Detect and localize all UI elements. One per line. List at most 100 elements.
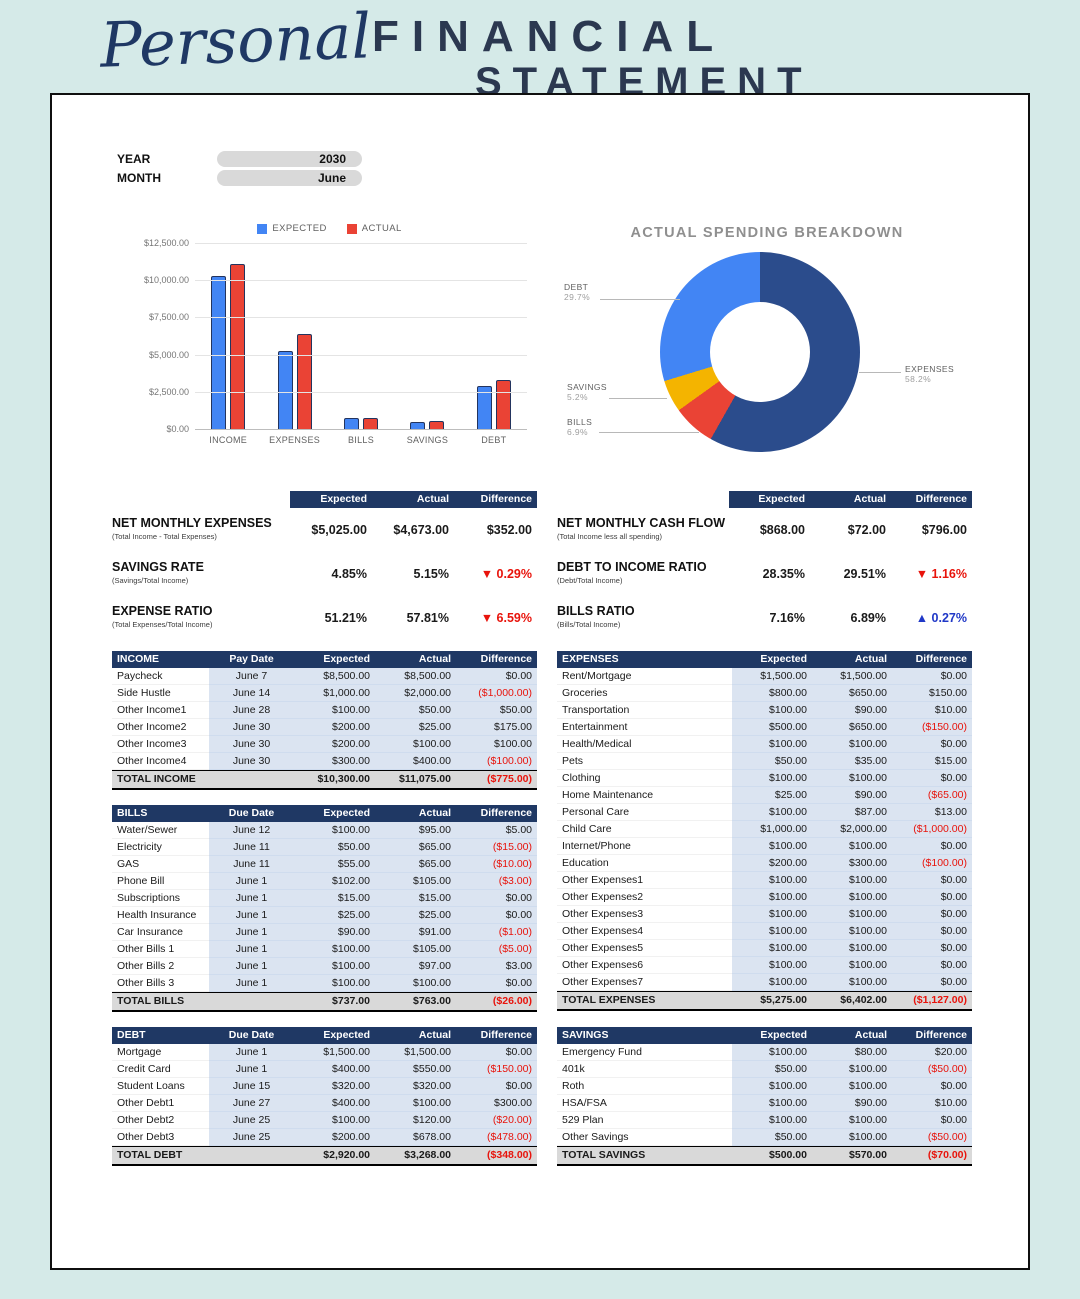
table-cell[interactable]: $120.00 [375,1112,456,1129]
table-cell[interactable]: $200.00 [294,1129,375,1146]
table-cell[interactable]: June 1 [209,1044,294,1061]
table-cell[interactable]: Car Insurance [112,924,209,941]
table-cell[interactable]: Other Income3 [112,736,209,753]
table-cell[interactable]: $0.00 [892,872,972,889]
table-cell[interactable]: $400.00 [375,753,456,770]
table-cell[interactable]: $100.00 [812,889,892,906]
table-cell[interactable]: $0.00 [456,1078,537,1095]
table-cell[interactable]: $0.00 [892,736,972,753]
table-cell[interactable]: $200.00 [294,719,375,736]
table-cell[interactable]: Other Bills 3 [112,975,209,992]
table-cell[interactable]: $100.00 [732,906,812,923]
table-cell[interactable]: June 1 [209,873,294,890]
table-cell[interactable]: $35.00 [812,753,892,770]
table-cell[interactable]: Pets [557,753,732,770]
table-cell[interactable]: June 14 [209,685,294,702]
table-cell[interactable]: $100.00 [812,974,892,991]
table-cell[interactable]: $100.00 [294,1112,375,1129]
table-cell[interactable]: $1,000.00 [732,821,812,838]
table-cell[interactable]: $15.00 [892,753,972,770]
table-cell[interactable]: $1,000.00 [294,685,375,702]
table-cell[interactable]: $102.00 [294,873,375,890]
table-cell[interactable]: June 30 [209,736,294,753]
table-cell[interactable]: $100.00 [812,957,892,974]
table-cell[interactable]: $100.00 [812,1112,892,1129]
table-cell[interactable]: $500.00 [732,719,812,736]
table-cell[interactable]: Mortgage [112,1044,209,1061]
table-cell[interactable]: $100.00 [812,872,892,889]
table-cell[interactable]: Education [557,855,732,872]
table-cell[interactable]: Other Debt3 [112,1129,209,1146]
table-cell[interactable]: Student Loans [112,1078,209,1095]
table-cell[interactable]: $3.00 [456,958,537,975]
table-cell[interactable]: June 28 [209,702,294,719]
table-cell[interactable]: $100.00 [294,958,375,975]
table-cell[interactable]: June 25 [209,1112,294,1129]
table-cell[interactable]: Entertainment [557,719,732,736]
table-cell[interactable]: $100.00 [294,822,375,839]
table-cell[interactable]: June 12 [209,822,294,839]
table-cell[interactable]: June 11 [209,839,294,856]
table-cell[interactable]: Other Expenses7 [557,974,732,991]
table-cell[interactable]: June 30 [209,719,294,736]
table-cell[interactable]: Subscriptions [112,890,209,907]
table-cell[interactable]: June 27 [209,1095,294,1112]
table-cell[interactable]: $100.00 [732,1044,812,1061]
table-cell[interactable]: June 30 [209,753,294,770]
table-cell[interactable]: $150.00 [892,685,972,702]
table-cell[interactable]: $95.00 [375,822,456,839]
table-cell[interactable]: June 1 [209,907,294,924]
table-cell[interactable]: $0.00 [892,1112,972,1129]
table-cell[interactable]: $25.00 [294,907,375,924]
table-cell[interactable]: $25.00 [732,787,812,804]
table-cell[interactable]: $2,000.00 [812,821,892,838]
table-cell[interactable]: June 1 [209,941,294,958]
table-cell[interactable]: $100.00 [732,872,812,889]
table-cell[interactable]: $10.00 [892,702,972,719]
table-cell[interactable]: ($15.00) [456,839,537,856]
table-cell[interactable]: $25.00 [375,719,456,736]
table-cell[interactable]: $100.00 [812,1061,892,1078]
table-cell[interactable]: $100.00 [732,1112,812,1129]
table-cell[interactable]: Other Expenses6 [557,957,732,974]
table-cell[interactable]: $87.00 [812,804,892,821]
table-cell[interactable]: $105.00 [375,873,456,890]
table-cell[interactable]: Groceries [557,685,732,702]
table-cell[interactable]: June 15 [209,1078,294,1095]
table-cell[interactable]: $100.00 [732,1095,812,1112]
table-cell[interactable]: $55.00 [294,856,375,873]
table-cell[interactable]: $0.00 [892,940,972,957]
table-cell[interactable]: Clothing [557,770,732,787]
table-cell[interactable]: $100.00 [812,736,892,753]
table-cell[interactable]: ($100.00) [456,753,537,770]
table-cell[interactable]: June 25 [209,1129,294,1146]
table-cell[interactable]: Transportation [557,702,732,719]
table-cell[interactable]: HSA/FSA [557,1095,732,1112]
table-cell[interactable]: June 1 [209,958,294,975]
table-cell[interactable]: $650.00 [812,719,892,736]
table-cell[interactable]: $0.00 [892,770,972,787]
table-cell[interactable]: $50.00 [732,1129,812,1146]
table-cell[interactable]: Paycheck [112,668,209,685]
table-cell[interactable]: $200.00 [732,855,812,872]
table-cell[interactable]: $100.00 [732,974,812,991]
table-cell[interactable]: $50.00 [732,1061,812,1078]
table-cell[interactable]: Health/Medical [557,736,732,753]
table-cell[interactable]: June 1 [209,975,294,992]
table-cell[interactable]: $100.00 [732,736,812,753]
table-cell[interactable]: Other Bills 1 [112,941,209,958]
table-cell[interactable]: $320.00 [294,1078,375,1095]
table-cell[interactable]: $100.00 [812,940,892,957]
table-cell[interactable]: $100.00 [732,1078,812,1095]
table-cell[interactable]: Water/Sewer [112,822,209,839]
table-cell[interactable]: Other Income4 [112,753,209,770]
table-cell[interactable]: $97.00 [375,958,456,975]
table-cell[interactable]: Emergency Fund [557,1044,732,1061]
table-cell[interactable]: $0.00 [892,889,972,906]
table-cell[interactable]: Other Expenses2 [557,889,732,906]
table-cell[interactable]: $550.00 [375,1061,456,1078]
table-cell[interactable]: ($150.00) [892,719,972,736]
table-cell[interactable]: ($100.00) [892,855,972,872]
table-cell[interactable]: $0.00 [892,668,972,685]
table-cell[interactable]: $1,500.00 [812,668,892,685]
